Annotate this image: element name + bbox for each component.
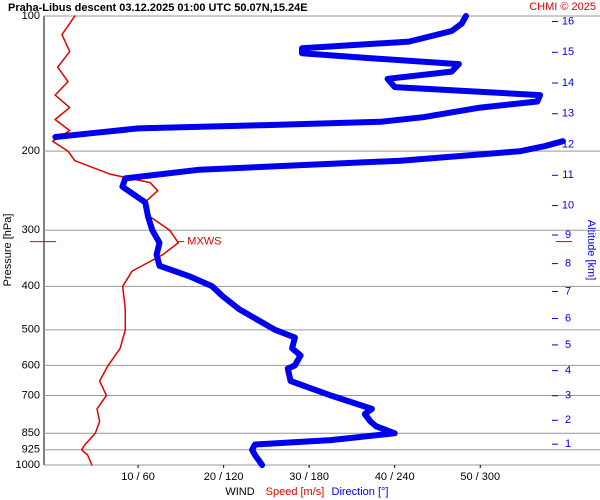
x-axis-title: WIND bbox=[225, 486, 254, 498]
legend-entry: Direction [°] bbox=[332, 486, 389, 498]
y2-tick-label: 15 bbox=[562, 46, 574, 58]
y-axis-title: Pressure [hPa] bbox=[2, 214, 14, 287]
y2-tick-label: 4 bbox=[565, 365, 571, 377]
annotation: MXWS bbox=[187, 235, 221, 247]
y2-axis-title: Altitude [km] bbox=[585, 220, 597, 281]
y-tick-label: 700 bbox=[22, 389, 40, 401]
x-tick-label: 50 / 300 bbox=[460, 471, 500, 483]
y-tick-label: 850 bbox=[22, 427, 40, 439]
y2-tick-label: 10 bbox=[562, 199, 574, 211]
y2-tick-label: 11 bbox=[562, 169, 573, 181]
y2-tick-label: 3 bbox=[565, 390, 571, 402]
y2-tick-label: 7 bbox=[565, 285, 571, 297]
x-tick-label: 10 / 60 bbox=[121, 471, 155, 483]
data-line bbox=[119, 138, 566, 468]
credit: CHMI © 2025 bbox=[529, 1, 596, 13]
y2-tick-label: 14 bbox=[562, 77, 574, 89]
y2-tick-label: 1 bbox=[565, 438, 571, 450]
y2-tick-label: 8 bbox=[565, 258, 571, 270]
y-tick-label: 1000 bbox=[16, 459, 40, 471]
y2-tick-label: 2 bbox=[565, 414, 571, 426]
y-tick-label: 200 bbox=[22, 145, 40, 157]
y-tick-label: 100 bbox=[22, 10, 40, 22]
x-tick-label: 20 / 120 bbox=[204, 471, 244, 483]
x-tick-label: 30 / 180 bbox=[289, 471, 329, 483]
y2-tick-label: 9 bbox=[565, 229, 571, 241]
y2-tick-label: 16 bbox=[562, 15, 574, 27]
y-tick-label: 300 bbox=[22, 224, 40, 236]
y-tick-label: 500 bbox=[22, 324, 40, 336]
x-tick-label: 40 / 240 bbox=[375, 471, 415, 483]
y2-tick-label: 6 bbox=[565, 312, 571, 324]
y-tick-label: 400 bbox=[22, 280, 40, 292]
y-tick-label: 600 bbox=[22, 359, 40, 371]
data-line bbox=[52, 13, 544, 140]
data-line bbox=[51, 15, 180, 466]
legend-entry: Speed [m/s] bbox=[266, 486, 325, 498]
y-tick-label: 925 bbox=[22, 444, 40, 456]
y2-tick-label: 13 bbox=[562, 108, 574, 120]
chart-title: Praha-Libus descent 03.12.2025 01:00 UTC… bbox=[8, 2, 308, 14]
y2-tick-label: 5 bbox=[565, 339, 571, 351]
